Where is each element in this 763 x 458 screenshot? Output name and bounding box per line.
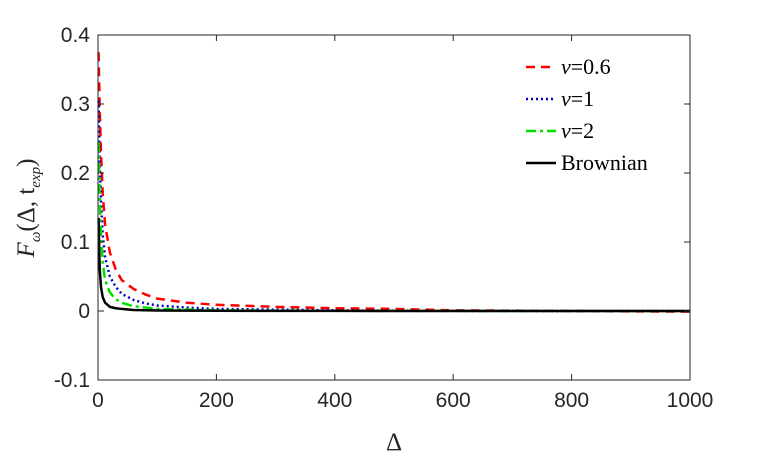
y-axis-label-sub: ω [28, 232, 44, 243]
y-tick-label: -0.1 [54, 369, 90, 392]
x-tick-label: 800 [554, 389, 589, 412]
y-axis-label: Fω(Δ, texp) [13, 159, 44, 259]
legend-label-3: Brownian [561, 150, 648, 175]
x-tick-label: 0 [92, 389, 104, 412]
plot-area [98, 35, 690, 380]
ticks-layer: 0 200 400 600 800 1000-0.100.10.20.30.4 [54, 24, 714, 412]
series-line-1 [97, 100, 690, 313]
legend-label-eq: Brownian [561, 150, 648, 175]
legend-label-0: ν=0.6 [561, 54, 611, 79]
y-tick-label: 0.2 [61, 162, 90, 185]
x-tick-label: 400 [317, 389, 352, 412]
legend-label-var: ν [561, 86, 571, 111]
legend-label-2: ν=2 [561, 118, 594, 143]
legend-label-eq: =1 [571, 86, 594, 111]
legend-label-var: ν [561, 118, 571, 143]
legend-label-var: ν [561, 54, 571, 79]
axes-box [97, 34, 691, 381]
x-tick-label: 600 [436, 389, 471, 412]
y-tick-label: 0 [78, 300, 90, 323]
svg-text:Fω(Δ, texp): Fω(Δ, texp) [13, 159, 44, 259]
x-tick-label: 1000 [667, 389, 714, 412]
y-axis-label-main: F [13, 241, 40, 258]
y-tick-label: 0.1 [61, 231, 90, 254]
x-axis-label: Δ [386, 429, 402, 456]
y-tick-label: 0.3 [61, 93, 90, 116]
y-axis-label-args: (Δ, t [13, 188, 40, 232]
legend-label-eq: =2 [571, 118, 594, 143]
series-line-3 [97, 217, 690, 313]
axes-layer [97, 34, 691, 381]
legend-label-eq: =0.6 [571, 54, 611, 79]
y-axis-label-close: ) [13, 159, 40, 167]
y-axis-label-args-sub: exp [28, 166, 44, 187]
series-line-0 [97, 52, 691, 313]
series-layer [97, 52, 691, 313]
legend-label-1: ν=1 [561, 86, 594, 111]
x-tick-label: 200 [199, 389, 234, 412]
y-tick-label: 0.4 [61, 24, 91, 47]
